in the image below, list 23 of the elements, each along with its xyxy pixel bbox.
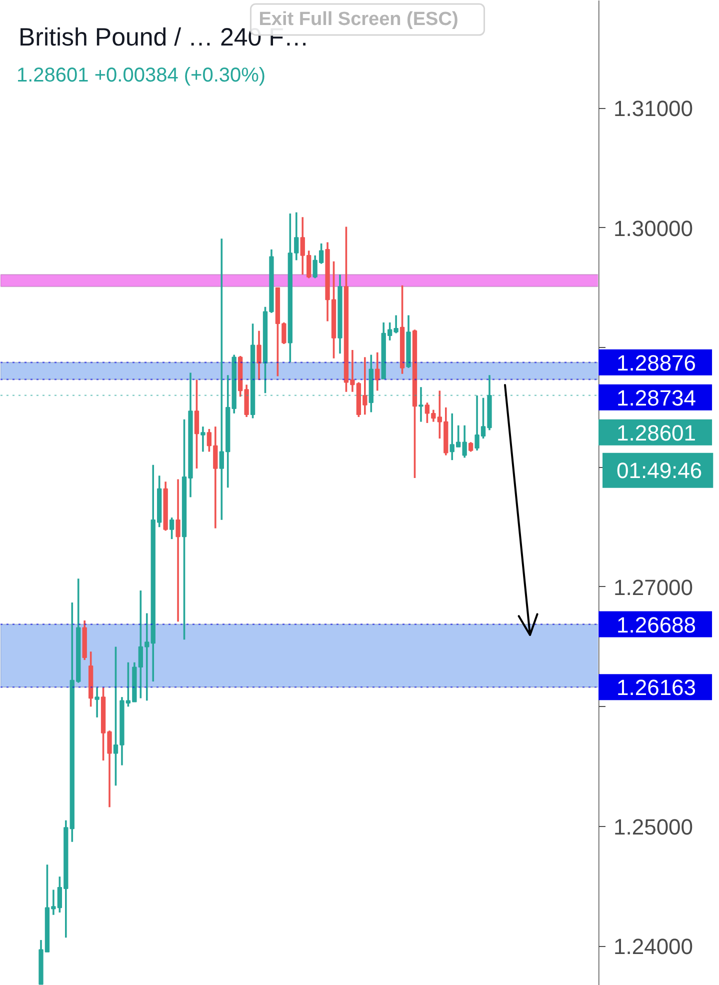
candlestick [418, 386, 424, 423]
candlestick [94, 686, 100, 718]
candlestick [194, 379, 200, 470]
y-tick-label: 1.30000 [614, 216, 694, 241]
y-tick-label: 1.25000 [614, 814, 694, 840]
candlestick [256, 330, 262, 381]
text: 1.28601 +0.00384 (+0.30%) [16, 64, 266, 86]
ref-line-label: 1.28601 [616, 420, 696, 446]
ref-line-label: 1.26688 [616, 612, 696, 638]
ref-line-label: 1.28876 [616, 350, 696, 376]
candlestick [169, 516, 174, 540]
candlestick [200, 426, 206, 453]
text: 01:49:46 [616, 458, 702, 483]
ref-line-label: 1.26163 [616, 675, 696, 700]
candlestick [375, 351, 380, 392]
y-tick-label: 1.31000 [614, 96, 694, 122]
candlestick [468, 441, 474, 453]
candlestick [424, 402, 430, 424]
candlestick [176, 478, 180, 623]
y-tick-label: 1.24000 [614, 934, 694, 960]
y-tick-label: 1.27000 [614, 574, 694, 600]
ref-line-label: 1.28734 [616, 385, 696, 410]
candlestick [294, 211, 299, 262]
